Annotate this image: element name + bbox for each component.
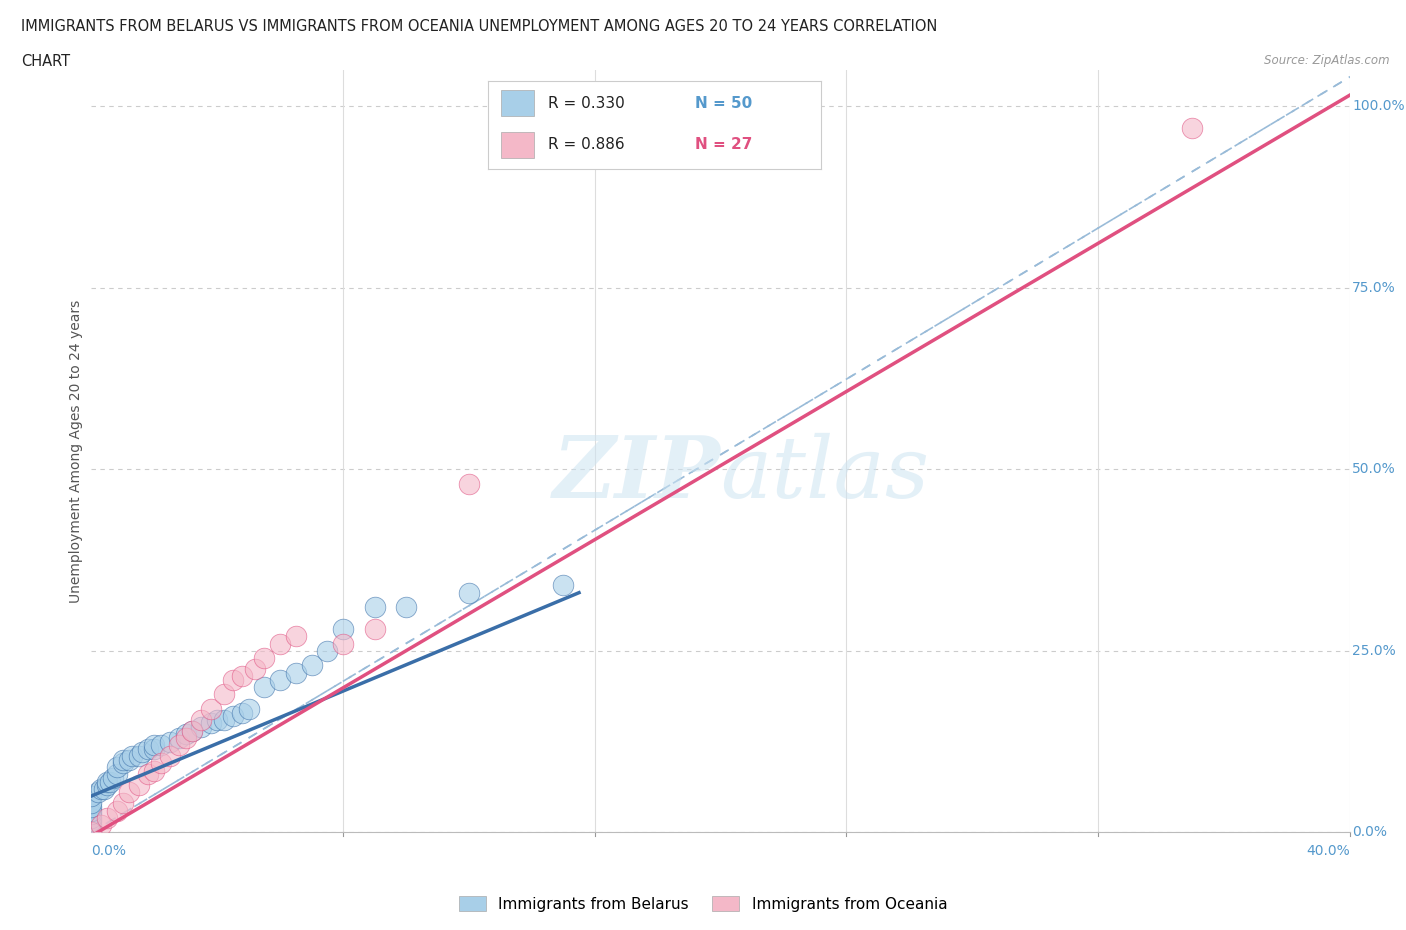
Point: [80, 814, 103, 829]
Point: [363, 621, 385, 636]
Point: [143, 741, 166, 756]
Text: 0.0%: 0.0%: [91, 844, 127, 857]
Point: [253, 680, 276, 695]
Text: 75.0%: 75.0%: [1353, 281, 1396, 295]
Text: 25.0%: 25.0%: [1353, 644, 1396, 658]
Point: [316, 644, 339, 658]
Point: [284, 665, 307, 680]
Point: [181, 724, 204, 738]
Point: [111, 796, 134, 811]
Point: [80, 804, 103, 818]
Point: [238, 701, 260, 716]
Point: [212, 712, 235, 727]
Point: [105, 767, 128, 782]
Point: [136, 767, 159, 782]
Point: [222, 672, 245, 687]
Point: [457, 476, 479, 491]
Legend: Immigrants from Belarus, Immigrants from Oceania: Immigrants from Belarus, Immigrants from…: [453, 889, 953, 918]
Point: [86, 785, 108, 800]
Point: [332, 636, 354, 651]
Point: [98, 774, 121, 789]
Point: [93, 781, 115, 796]
Point: [269, 636, 291, 651]
Point: [80, 796, 103, 811]
Point: [159, 734, 181, 749]
Point: [121, 749, 143, 764]
Point: [80, 825, 103, 840]
Point: [118, 785, 141, 800]
Point: [174, 730, 197, 745]
Point: [301, 658, 323, 672]
Text: 0.0%: 0.0%: [1353, 825, 1388, 840]
Point: [96, 777, 118, 792]
Text: 100.0%: 100.0%: [1353, 100, 1405, 113]
Point: [149, 737, 172, 752]
Text: 40.0%: 40.0%: [1306, 844, 1350, 857]
Point: [1181, 120, 1204, 135]
Point: [143, 737, 166, 752]
Point: [284, 629, 307, 644]
Point: [159, 749, 181, 764]
Point: [80, 825, 103, 840]
Text: IMMIGRANTS FROM BELARUS VS IMMIGRANTS FROM OCEANIA UNEMPLOYMENT AMONG AGES 20 TO: IMMIGRANTS FROM BELARUS VS IMMIGRANTS FR…: [21, 19, 938, 33]
Point: [118, 752, 141, 767]
Point: [143, 764, 166, 778]
Point: [128, 749, 150, 764]
Point: [80, 817, 103, 832]
Point: [190, 712, 212, 727]
Text: CHART: CHART: [21, 54, 70, 69]
Point: [96, 774, 118, 789]
Point: [200, 716, 222, 731]
Y-axis label: Unemployment Among Ages 20 to 24 years: Unemployment Among Ages 20 to 24 years: [69, 299, 83, 603]
Point: [80, 806, 103, 821]
Text: ZIP: ZIP: [553, 432, 720, 515]
Point: [190, 720, 212, 735]
Point: [136, 741, 159, 756]
Point: [243, 661, 266, 676]
Point: [111, 752, 134, 767]
Point: [131, 745, 153, 760]
Point: [269, 672, 291, 687]
Point: [80, 789, 103, 804]
Point: [181, 724, 204, 738]
Point: [105, 804, 128, 818]
Text: Source: ZipAtlas.com: Source: ZipAtlas.com: [1264, 54, 1389, 67]
Point: [553, 578, 575, 592]
Text: atlas: atlas: [720, 432, 929, 515]
Point: [103, 770, 125, 785]
Point: [253, 651, 276, 666]
Point: [395, 600, 418, 615]
Point: [96, 810, 118, 825]
Point: [174, 727, 197, 742]
Point: [105, 760, 128, 775]
Point: [222, 709, 245, 724]
Point: [80, 800, 103, 815]
Point: [457, 585, 479, 600]
Point: [90, 817, 112, 832]
Point: [231, 669, 253, 684]
Point: [200, 701, 222, 716]
Text: 50.0%: 50.0%: [1353, 462, 1396, 476]
Point: [111, 756, 134, 771]
Point: [212, 687, 235, 702]
Point: [169, 730, 191, 745]
Point: [363, 600, 385, 615]
Point: [90, 781, 112, 796]
Point: [332, 621, 354, 636]
Point: [80, 825, 103, 840]
Point: [149, 756, 172, 771]
Point: [128, 777, 150, 792]
Point: [169, 737, 191, 752]
Point: [205, 712, 228, 727]
Point: [231, 705, 253, 720]
Point: [80, 810, 103, 825]
